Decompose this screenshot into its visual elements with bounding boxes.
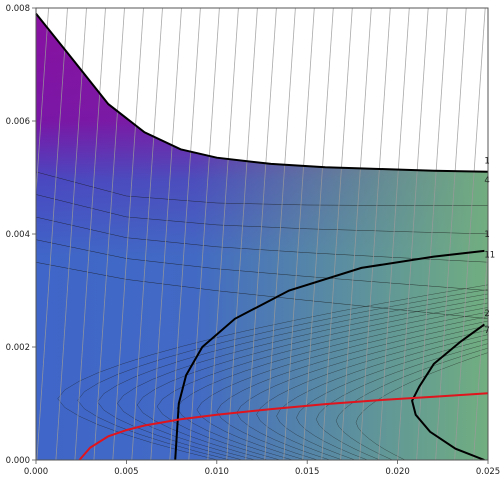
contour-line bbox=[36, 171, 488, 206]
gray-line bbox=[454, 8, 486, 460]
gray-line bbox=[302, 8, 334, 460]
contour-line bbox=[355, 352, 488, 460]
gray-line bbox=[473, 240, 488, 460]
gray-line bbox=[416, 8, 448, 460]
gray-level-lines bbox=[36, 0, 500, 460]
x-tick-label: 0.000 bbox=[24, 467, 48, 477]
gray-line bbox=[359, 8, 391, 460]
gray-line bbox=[150, 8, 182, 460]
contour-line bbox=[216, 320, 488, 460]
contour-line bbox=[136, 302, 488, 460]
contour-line bbox=[256, 329, 488, 460]
gray-line bbox=[340, 8, 372, 460]
gray-line bbox=[397, 8, 429, 460]
gray-line bbox=[226, 8, 258, 460]
x-tick-label: 0.020 bbox=[385, 467, 409, 477]
x-tick-label: 0.005 bbox=[114, 467, 138, 477]
gray-line bbox=[321, 8, 353, 460]
gray-line bbox=[93, 8, 125, 460]
contour-label: 1 bbox=[484, 156, 489, 166]
contour-line bbox=[77, 289, 488, 460]
contour-line bbox=[117, 298, 488, 460]
contour-label: 4 bbox=[484, 176, 489, 186]
y-tick-label: 0.000 bbox=[6, 456, 30, 466]
gray-line bbox=[493, 0, 500, 460]
gray-line bbox=[55, 8, 87, 460]
y-tick-label: 0.008 bbox=[6, 4, 30, 14]
contour-line bbox=[296, 338, 488, 460]
contour-label: 2 bbox=[484, 309, 489, 319]
gray-line bbox=[283, 8, 315, 460]
contour-line bbox=[36, 239, 488, 291]
thick-contour-lines bbox=[174, 249, 485, 460]
contour-line bbox=[156, 307, 488, 460]
gray-line bbox=[245, 8, 277, 460]
red-curve bbox=[78, 392, 489, 461]
gray-line bbox=[264, 8, 296, 460]
y-tick-label: 0.002 bbox=[6, 343, 30, 353]
contour-label: 11 bbox=[484, 251, 495, 261]
gray-line bbox=[378, 8, 410, 460]
y-tick-label: 0.006 bbox=[6, 117, 30, 127]
gray-line bbox=[74, 8, 106, 460]
contour-line bbox=[36, 216, 488, 263]
contour-line bbox=[176, 311, 488, 460]
contour-line bbox=[196, 316, 488, 460]
gray-line bbox=[188, 8, 220, 460]
y-axis: 0.000 0.002 0.004 0.006 0.008 bbox=[6, 4, 36, 466]
gray-line bbox=[169, 8, 201, 460]
contour-line bbox=[97, 293, 488, 460]
gray-line bbox=[36, 8, 68, 460]
x-tick-label: 0.025 bbox=[476, 467, 500, 477]
gray-line bbox=[435, 8, 467, 460]
y-tick-label: 0.004 bbox=[6, 230, 30, 240]
contour-line bbox=[36, 262, 488, 319]
contour-line bbox=[335, 347, 488, 460]
gray-line bbox=[36, 8, 49, 200]
contour-label: 1 bbox=[484, 230, 489, 240]
x-tick-label: 0.015 bbox=[295, 467, 319, 477]
gray-line bbox=[131, 8, 163, 460]
gray-line bbox=[112, 8, 144, 460]
feasible-boundary-curve bbox=[35, 12, 489, 173]
gray-line bbox=[207, 8, 239, 460]
x-tick-label: 0.010 bbox=[205, 467, 229, 477]
thick-contour bbox=[411, 323, 485, 460]
thick-contour bbox=[174, 249, 485, 460]
contour-line bbox=[236, 325, 488, 460]
contour-label: 7 bbox=[484, 326, 489, 336]
x-axis: 0.000 0.005 0.010 0.015 0.020 0.025 bbox=[24, 460, 500, 477]
contour-line bbox=[276, 334, 488, 460]
